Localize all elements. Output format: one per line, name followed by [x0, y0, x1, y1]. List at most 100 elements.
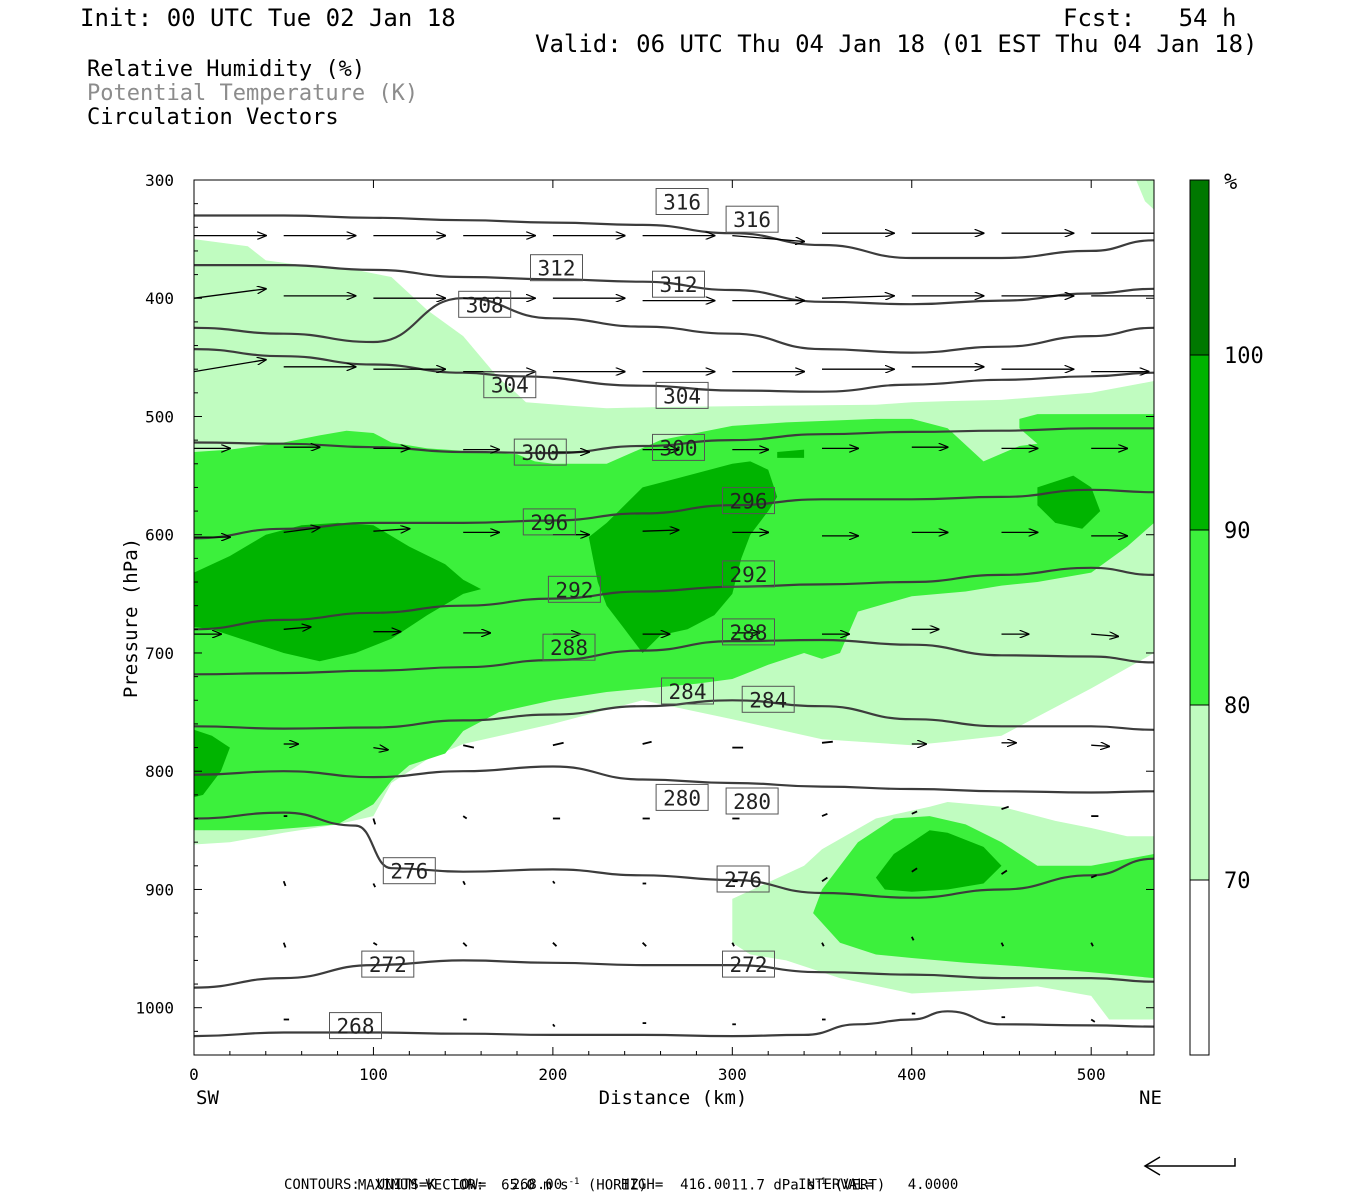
- theta-label-text: 292: [555, 578, 593, 602]
- y-axis-label: Pressure (hPa): [120, 538, 142, 698]
- y-tick-label: 900: [145, 880, 174, 899]
- x-tick-label: 0: [189, 1065, 199, 1084]
- theta-label-308-4: 308: [458, 290, 512, 318]
- theta-label-box: [458, 290, 512, 318]
- theta-label-text: 284: [669, 680, 707, 704]
- circulation-vector-72: [821, 740, 833, 744]
- theta-label-box: [329, 1012, 382, 1040]
- vector-layer: [194, 233, 1154, 1028]
- theta-label-284-15: 284: [661, 677, 714, 705]
- theta-label-box: [655, 188, 709, 215]
- circulation-vector-46: [373, 529, 409, 531]
- y-tick-label: 300: [145, 171, 174, 190]
- circulation-vector-114: [1090, 1018, 1096, 1023]
- theta-label-276-20: 276: [716, 865, 770, 893]
- theta-label-292-12: 292: [722, 560, 775, 588]
- circulation-vector-95: [1090, 874, 1097, 879]
- theta-label-300-7: 300: [513, 438, 567, 466]
- theta-label-text: 276: [390, 860, 428, 884]
- theta-label-text: 292: [730, 563, 768, 587]
- theta-label-box: [725, 787, 779, 815]
- theta-label-box: [722, 487, 775, 515]
- max-horiz-tag: (HORIZ): [587, 1177, 647, 1194]
- circulation-vector-102: [821, 942, 825, 947]
- footer-max-vector: MAXIMUM VECTOR: 65.0 m s-1 (HORIZ) 11.7 …: [341, 1158, 885, 1194]
- theta-label-text: 308: [466, 293, 504, 317]
- circulation-vector-84: [1001, 805, 1009, 810]
- rh-region-90-8: [875, 830, 1002, 892]
- colorbar-label: 100: [1224, 344, 1264, 369]
- theta-label-box: [722, 560, 775, 588]
- theta-label-box: [652, 270, 705, 298]
- circulation-vector-56: [283, 627, 311, 629]
- circulation-vector-99: [552, 942, 558, 947]
- max-horiz-value: 65.0 m s: [501, 1177, 569, 1194]
- colorbar-frame: [1189, 179, 1210, 1056]
- theta-contour-280: [194, 765, 1154, 794]
- theta-label-text: 268: [337, 1015, 375, 1039]
- theta-contour-292: [194, 566, 1154, 631]
- circulation-vector-70: [642, 740, 652, 745]
- max-vert-tag: (VERT): [834, 1177, 886, 1194]
- rh-region-90-10: [777, 449, 805, 458]
- theta-label-box: [661, 677, 714, 705]
- y-tick-label: 400: [145, 289, 174, 308]
- x-tick-label: 300: [718, 1065, 747, 1084]
- circulation-vector-94: [1001, 869, 1008, 875]
- endpoint-left: SW: [196, 1087, 219, 1109]
- y-tick-label: 800: [145, 762, 174, 781]
- circulation-vector-49: [642, 530, 679, 531]
- axes-layer: 300 400 500 600 700 800 900 1000 0 100 200 300 400 50…: [135, 171, 1154, 1084]
- max-vert-exp: -1: [815, 1177, 827, 1187]
- rh-region-90-6: [588, 461, 778, 653]
- circulation-vector-82: [821, 812, 828, 817]
- x-tick-label: 200: [538, 1065, 567, 1084]
- plot-frame: [193, 179, 1155, 1056]
- max-horiz-exp: -1: [568, 1177, 580, 1187]
- theta-label-276-19: 276: [382, 857, 436, 885]
- theta-contour-296: [194, 488, 1154, 540]
- theta-label-300-8: 300: [652, 433, 705, 461]
- circulation-vector-108: [552, 1023, 556, 1028]
- theta-label-272-22: 272: [722, 950, 775, 978]
- circulation-vector-93: [911, 867, 918, 873]
- circulation-vector-101: [731, 942, 735, 947]
- theta-label-text: 316: [733, 208, 771, 232]
- circulation-vector-105: [1090, 942, 1094, 947]
- theta-label-text: 288: [730, 621, 768, 645]
- circulation-vector-104: [1000, 942, 1005, 947]
- rh-region-70-2: [1136, 180, 1154, 210]
- circulation-vector-6: [732, 234, 804, 242]
- theta-label-box: [483, 371, 537, 399]
- theta-label-304-5: 304: [483, 371, 537, 399]
- reference-vector-arrowhead: [1143, 1156, 1161, 1176]
- circulation-vector-89: [552, 880, 556, 885]
- circulation-vector-22: [194, 360, 266, 373]
- colorbar-segment-4: [1190, 880, 1209, 1055]
- theta-label-box: [547, 575, 601, 603]
- circulation-vector-11: [194, 289, 266, 299]
- theta-label-288-14: 288: [722, 618, 775, 646]
- title-rh: Relative Humidity (%): [87, 57, 366, 82]
- circulation-vector-67: [373, 748, 387, 750]
- circulation-vector-69: [552, 741, 564, 747]
- theta-contour-308: [194, 297, 1154, 354]
- theta-label-text: 300: [521, 441, 559, 465]
- theta-label-272-21: 272: [361, 950, 415, 978]
- y-tick-label: 1000: [135, 999, 174, 1018]
- circulation-vector-100: [641, 942, 647, 947]
- theta-label-280-17: 280: [655, 783, 709, 811]
- theta-contour-304: [194, 348, 1154, 393]
- theta-label-304-6: 304: [655, 381, 709, 409]
- theta-label-268-23: 268: [329, 1012, 382, 1040]
- init-time: Init: 00 UTC Tue 02 Jan 18: [80, 4, 456, 32]
- theta-label-box: [361, 950, 415, 978]
- theta-label-box: [722, 618, 775, 646]
- circulation-vector-45: [283, 528, 320, 534]
- forecast-hour: Fcst: 54 h: [1063, 4, 1237, 32]
- colorbar-segment-3: [1190, 705, 1209, 880]
- theta-contour-layer: [194, 214, 1154, 1038]
- theta-label-text: 288: [550, 636, 588, 660]
- theta-label-box: [655, 381, 709, 409]
- rh-fill-layer: [194, 180, 1154, 1020]
